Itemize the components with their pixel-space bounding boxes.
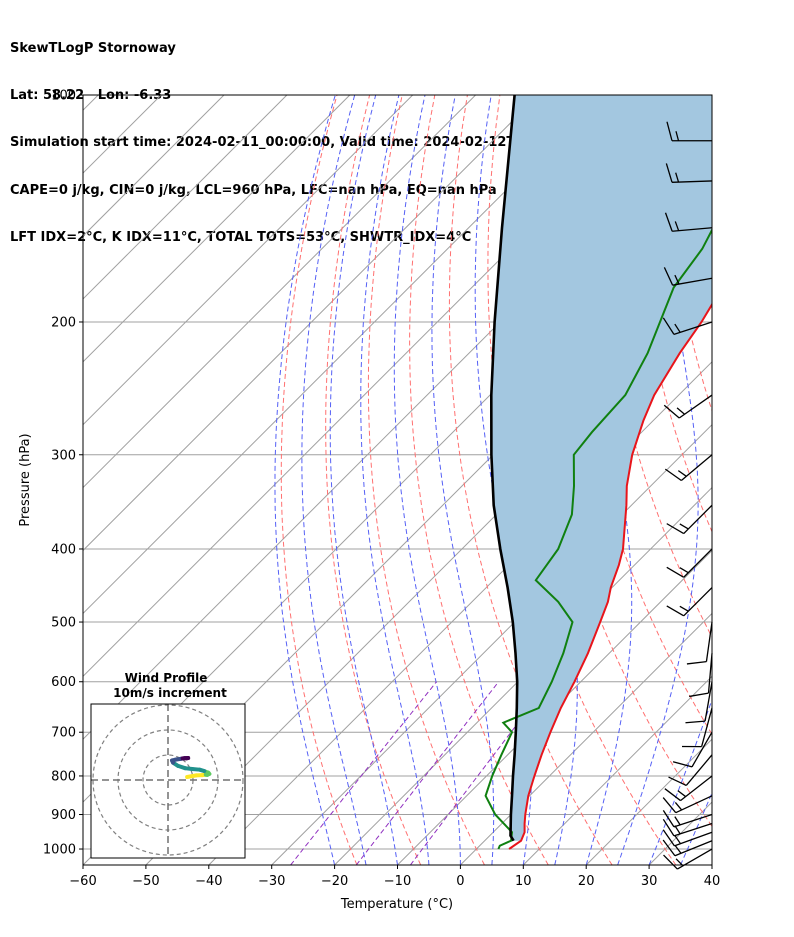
wind-barb <box>685 681 713 724</box>
dry-adiabat <box>761 95 794 865</box>
x-tick-label: −10 <box>384 874 411 889</box>
isotherm-line <box>83 95 476 489</box>
x-tick-label: 30 <box>641 874 658 889</box>
wind-barb <box>663 394 713 419</box>
wind-barb <box>681 707 713 748</box>
x-tick-label: −30 <box>258 874 285 889</box>
isotherm-line <box>83 95 351 363</box>
wind-barb <box>662 839 713 857</box>
y-tick-label: 100 <box>51 89 76 104</box>
isotherm-line <box>522 675 712 865</box>
y-tick-label: 200 <box>51 315 76 330</box>
wind-barb <box>664 454 713 482</box>
wind-barb <box>662 810 713 828</box>
x-axis-ticks: −60 −50 −40 −30 −20 −10 0 10 20 30 40 <box>69 865 720 889</box>
dry-adiabat <box>448 95 613 865</box>
wind-barb <box>668 754 713 787</box>
mixing-ratio-lines <box>290 681 550 865</box>
wind-barb <box>666 121 712 142</box>
cape-cin-shading <box>491 95 712 841</box>
parcel-path-line <box>489 95 519 842</box>
wind-profile-inset: Wind Profile 10m/s increment <box>90 671 246 859</box>
y-axis-label: Pressure (hPa) <box>18 433 33 526</box>
dewpoint-line <box>484 227 712 850</box>
y-tick-label: 300 <box>51 448 76 463</box>
shaded-region <box>491 95 712 841</box>
x-tick-label: −50 <box>132 874 159 889</box>
wind-barb <box>662 317 713 335</box>
y-tick-label: 900 <box>51 808 76 823</box>
station-title: SkewTLogP Stornoway <box>10 40 176 56</box>
y-axis-ticks: 1000 900 800 700 600 500 400 300 200 100 <box>43 89 83 858</box>
inset-rings <box>91 704 245 858</box>
dry-adiabat <box>662 95 712 413</box>
moist-adiabat <box>431 95 495 865</box>
x-tick-label: 10 <box>515 874 532 889</box>
isotherm-line <box>83 95 539 552</box>
mixing-ratio-line <box>290 681 437 865</box>
wind-barb <box>662 829 713 847</box>
wind-barb <box>686 621 713 665</box>
y-tick-label: 600 <box>51 675 76 690</box>
isotherm-line <box>83 95 414 426</box>
y-tick-label: 500 <box>51 616 76 631</box>
dry-adiabat <box>728 95 794 865</box>
moist-adiabat <box>360 95 430 865</box>
profile-lines <box>484 95 712 850</box>
dry-adiabat <box>367 95 485 865</box>
inset-title: Wind Profile <box>125 671 208 685</box>
isotherm-line <box>460 612 712 865</box>
wind-barb <box>662 795 713 814</box>
mixing-ratio-line <box>355 681 499 865</box>
wind-barb <box>664 775 713 802</box>
x-tick-label: 40 <box>704 874 721 889</box>
wind-barb <box>664 212 713 232</box>
x-axis-label: Temperature (°C) <box>340 897 453 912</box>
y-tick-label: 700 <box>51 726 76 741</box>
moist-adiabat <box>648 698 712 865</box>
wind-barb <box>663 267 713 286</box>
x-tick-label: 0 <box>456 874 464 889</box>
isotherm-line <box>271 423 712 865</box>
dry-adiabat <box>325 95 422 865</box>
wind-barb <box>689 653 713 698</box>
wind-barb <box>666 548 713 578</box>
wind-barb <box>665 163 713 183</box>
moist-adiabat <box>301 95 367 865</box>
chart-header: SkewTLogP Stornoway Lat: 58.22 Lon: -6.3… <box>10 9 603 262</box>
temperature-line <box>508 302 712 850</box>
y-tick-label: 400 <box>51 542 76 557</box>
y-tick-label: 1000 <box>43 843 76 858</box>
isotherm-line <box>83 95 288 300</box>
isotherm-line <box>83 95 225 237</box>
dry-adiabat <box>280 95 358 865</box>
wind-barb <box>663 848 713 870</box>
x-tick-label: −20 <box>321 874 348 889</box>
isotherm-line <box>83 95 602 615</box>
isotherm-line <box>711 864 712 865</box>
moist-adiabat <box>274 95 336 865</box>
moist-adiabat <box>329 95 398 865</box>
moist-adiabat <box>617 95 699 865</box>
x-tick-label: −40 <box>195 874 222 889</box>
stability-parameters: CAPE=0 j/kg, CIN=0 j/kg, LCL=960 hPa, LF… <box>10 182 497 198</box>
stability-indices: LFT IDX=2°C, K IDX=11°C, TOTAL TOTS=53°C… <box>10 230 472 246</box>
x-tick-label: −60 <box>69 874 96 889</box>
wind-barbs <box>662 121 713 870</box>
inset-frame <box>90 703 246 859</box>
mixing-ratio-line <box>409 681 550 865</box>
moist-adiabat <box>393 95 461 865</box>
x-tick-label: 20 <box>578 874 595 889</box>
inset-subtitle: 10m/s increment <box>113 686 227 700</box>
isotherm-line <box>334 486 712 865</box>
wind-barb <box>666 504 713 535</box>
wind-barb <box>666 587 713 617</box>
y-tick-label: 800 <box>51 769 76 784</box>
wind-barb <box>672 731 713 768</box>
moist-adiabat <box>680 791 712 865</box>
hodograph-trace <box>170 756 212 780</box>
